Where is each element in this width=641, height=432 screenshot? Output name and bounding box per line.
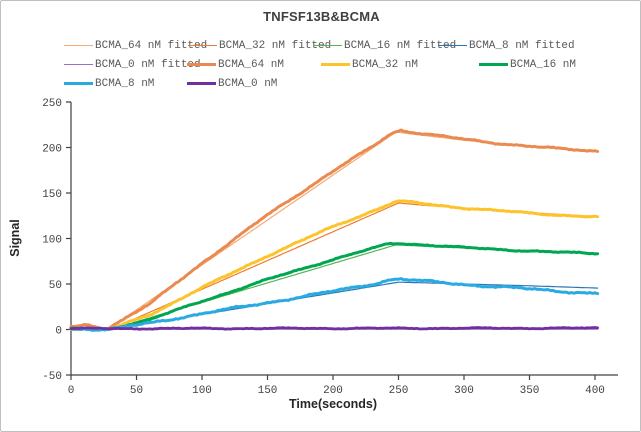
- x-tick-label: 150: [258, 385, 278, 397]
- y-tick-label: 200: [42, 144, 62, 156]
- legend-label: BCMA_8 nM: [95, 77, 155, 90]
- legend-label: BCMA_64 nM fitted: [95, 39, 208, 52]
- legend-label: BCMA_0 nM: [218, 77, 278, 90]
- legend-item: BCMA_32 nM: [321, 58, 418, 71]
- legend-item: BCMA_32 nM fitted: [188, 39, 331, 52]
- legend-label: BCMA_0 nM fitted: [95, 58, 201, 71]
- x-axis-title: Time(seconds): [289, 397, 377, 411]
- series-data-line: [69, 128, 600, 331]
- legend-item: BCMA_8 nM: [64, 77, 154, 90]
- x-tick-label: 400: [585, 385, 605, 397]
- y-tick-label: 250: [42, 98, 62, 110]
- legend-label: BCMA_64 nM: [218, 58, 285, 71]
- legend-item: BCMA_16 nM fitted: [313, 39, 456, 52]
- x-tick-label: 300: [454, 385, 474, 397]
- legend-item: BCMA_8 nM fitted: [438, 39, 575, 52]
- legend-line-swatch: [187, 63, 216, 66]
- chart-title: TNFSF13B&BCMA: [263, 9, 380, 24]
- legend-label: BCMA_16 nM: [510, 58, 577, 71]
- x-tick-label: 100: [192, 385, 212, 397]
- x-tick-label: 200: [323, 385, 343, 397]
- legend-label: BCMA_16 nM fitted: [344, 39, 457, 52]
- x-tick-label: 350: [520, 385, 540, 397]
- legend-line-swatch: [64, 82, 93, 85]
- legend-item: BCMA_64 nM fitted: [64, 39, 207, 52]
- y-tick-label: 50: [49, 280, 62, 292]
- legend-line-swatch: [64, 44, 93, 47]
- legend-item: BCMA_16 nM: [479, 58, 576, 71]
- legend-label: BCMA_8 nM fitted: [469, 39, 575, 52]
- x-tick-label: 250: [389, 385, 409, 397]
- legend-label: BCMA_32 nM: [352, 58, 419, 71]
- legend-line-swatch: [438, 44, 467, 47]
- y-tick-label: 0: [55, 326, 62, 338]
- legend-label: BCMA_32 nM fitted: [219, 39, 332, 52]
- series-data-line: [69, 277, 600, 332]
- legend-line-swatch: [479, 63, 508, 66]
- y-tick-label: -50: [42, 371, 62, 383]
- series-data-line: [69, 199, 600, 331]
- x-tick-label: 0: [68, 385, 75, 397]
- x-tick-label: 50: [130, 385, 143, 397]
- y-axis-title: Signal: [8, 219, 22, 257]
- legend-line-swatch: [187, 82, 216, 85]
- series-data-line: [69, 241, 600, 331]
- legend-item: BCMA_0 nM: [187, 77, 277, 90]
- legend-line-swatch: [321, 63, 350, 66]
- series-data-line: [69, 326, 599, 331]
- legend-item: BCMA_0 nM fitted: [64, 58, 201, 71]
- y-tick-label: 150: [42, 189, 62, 201]
- series-fitted-line: [109, 202, 599, 331]
- legend-line-swatch: [188, 44, 217, 47]
- legend-line-swatch: [64, 63, 93, 66]
- legend-line-swatch: [313, 44, 342, 47]
- legend-item: BCMA_64 nM: [187, 58, 284, 71]
- y-tick-label: 100: [42, 235, 62, 247]
